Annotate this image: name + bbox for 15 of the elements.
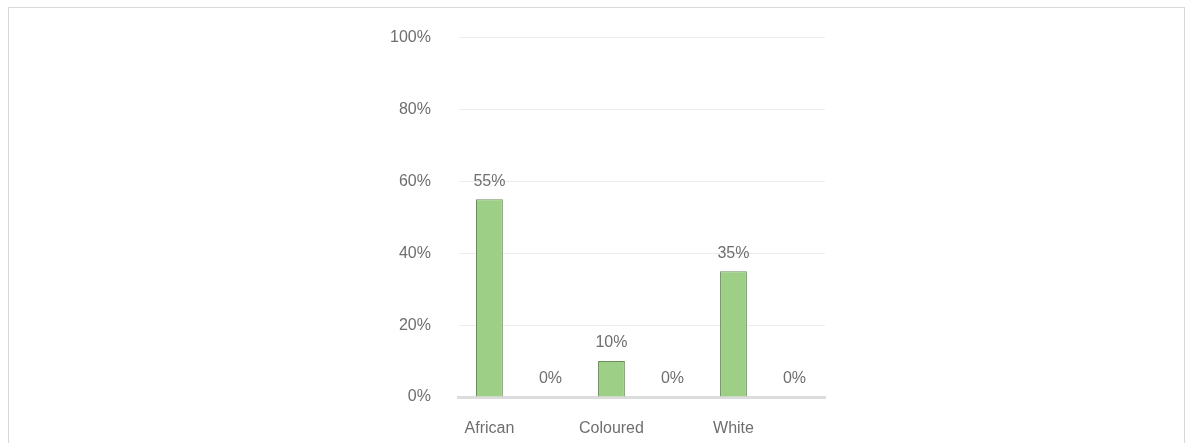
x-tick-label: African <box>464 419 515 437</box>
y-tick-label: 80% <box>398 99 431 117</box>
x-tick-label: Coloured <box>578 419 644 437</box>
data-label: 10% <box>595 333 628 351</box>
data-label: 55% <box>473 171 506 189</box>
y-tick-label: 60% <box>398 171 431 189</box>
data-label: 35% <box>717 243 750 261</box>
y-tick-label: 40% <box>398 243 431 261</box>
data-label: 0% <box>538 369 562 387</box>
y-tick-label: 0% <box>407 387 431 405</box>
data-label: 0% <box>782 369 807 387</box>
y-tick-label: 20% <box>398 315 431 333</box>
data-label: 0% <box>660 369 685 387</box>
y-tick-label: 100% <box>390 28 431 46</box>
x-tick-label: White <box>713 419 755 437</box>
